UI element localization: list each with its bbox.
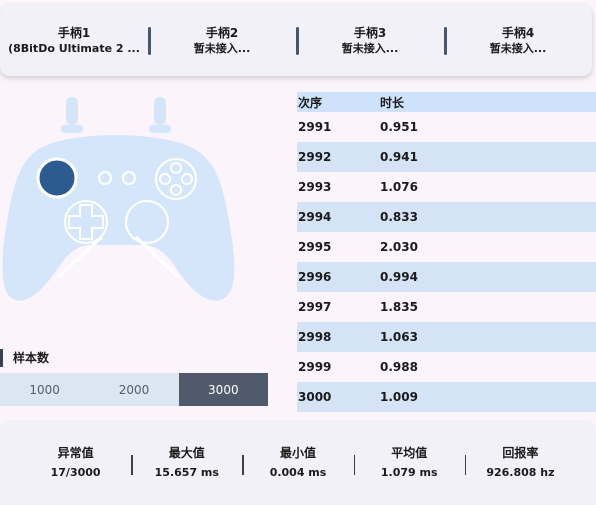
cell-index: 2996: [298, 270, 332, 284]
cell-duration: 1.835: [380, 300, 418, 314]
tab-status: 暂未接入...: [341, 41, 399, 55]
cell-index: 2998: [298, 330, 332, 344]
stat-max: 最大值 15.657 ms: [131, 420, 242, 505]
cell-duration: 0.941: [380, 150, 418, 164]
stat-value: 1.079 ms: [380, 465, 438, 479]
sample-count-selector: 1000 2000 3000: [0, 373, 268, 406]
cell-duration: 0.988: [380, 360, 418, 374]
tab-controller-4[interactable]: 手柄4 暂未接入...: [444, 5, 592, 76]
table-row: 2991 0.951: [297, 112, 596, 142]
table-row: 3000 1.009: [297, 382, 596, 412]
cell-duration: 0.951: [380, 120, 418, 134]
bumper-icons: [61, 97, 171, 133]
table-row: 2996 0.994: [297, 262, 596, 292]
cell-index: 2992: [298, 150, 332, 164]
menu-button-icon: [122, 171, 136, 185]
cell-duration: 1.076: [380, 180, 418, 194]
stat-average: 平均值 1.079 ms: [353, 420, 465, 505]
header-duration: 时长: [380, 95, 405, 110]
table-header: 次序 时长: [297, 92, 596, 112]
sample-option-3000[interactable]: 3000: [178, 373, 268, 406]
stat-value: 17/3000: [50, 465, 101, 479]
left-stick-icon: [36, 157, 78, 199]
stats-bar: 异常值 17/3000 最大值 15.657 ms 最小值 0.004 ms 平…: [0, 420, 596, 505]
dpad-icon: [64, 200, 108, 244]
gamepad-illustration: [2, 97, 235, 301]
stat-label: 平均值: [391, 445, 428, 460]
tab-status: 暂未接入...: [489, 41, 547, 55]
stat-label: 异常值: [57, 445, 94, 460]
cell-index: 2997: [298, 300, 332, 314]
cell-duration: 2.030: [380, 240, 418, 254]
sample-option-2000[interactable]: 2000: [118, 382, 150, 397]
stat-value: 0.004 ms: [269, 465, 327, 479]
table-row: 2999 0.988: [297, 352, 596, 382]
tab-status: 暂未接入...: [193, 41, 251, 55]
stat-polling-rate: 回报率 926.808 hz: [464, 420, 576, 505]
stat-label: 回报率: [502, 445, 539, 460]
tab-name: 手柄2: [205, 25, 239, 40]
tab-status: (8BitDo Ultimate 2 ...: [8, 41, 140, 55]
tab-name: 手柄1: [57, 25, 91, 40]
stat-value: 926.808 hz: [486, 465, 555, 479]
controller-tabs: 手柄1 (8BitDo Ultimate 2 ... 手柄2 暂未接入... 手…: [0, 5, 592, 76]
tab-controller-3[interactable]: 手柄3 暂未接入...: [296, 5, 444, 76]
cell-duration: 1.009: [380, 390, 418, 404]
tab-name: 手柄4: [501, 25, 535, 40]
view-button-icon: [98, 171, 112, 185]
cell-duration: 0.833: [380, 210, 418, 224]
tab-controller-1[interactable]: 手柄1 (8BitDo Ultimate 2 ...: [0, 5, 148, 76]
gamepad-body: [2, 135, 235, 301]
face-buttons-icon: [155, 158, 197, 200]
tab-controller-2[interactable]: 手柄2 暂未接入...: [148, 5, 296, 76]
table-row: 2995 2.030: [297, 232, 596, 262]
tab-name: 手柄3: [353, 25, 387, 40]
cell-index: 2994: [298, 210, 332, 224]
table-row: 2992 0.941: [297, 142, 596, 172]
stat-value: 15.657 ms: [154, 465, 219, 479]
table-row: 2993 1.076: [297, 172, 596, 202]
cell-index: 2999: [298, 360, 332, 374]
header-index: 次序: [298, 95, 323, 110]
table-row: 2994 0.833: [297, 202, 596, 232]
table-body: 2991 0.951 2992 0.941 2993 1.076 2994 0.833 …: [297, 112, 596, 412]
cell-index: 3000: [298, 390, 332, 404]
stat-min: 最小值 0.004 ms: [242, 420, 353, 505]
cell-index: 2995: [298, 240, 332, 254]
cell-index: 2991: [298, 120, 332, 134]
stat-label: 最大值: [168, 445, 205, 460]
cell-index: 2993: [298, 180, 332, 194]
sample-count-label: 样本数: [0, 349, 49, 367]
latency-table: 次序 时长 2991 0.951 2992 0.941 2993 1.076 2994…: [297, 92, 596, 412]
table-row: 2998 1.063: [297, 322, 596, 352]
stat-label: 最小值: [280, 445, 317, 460]
sample-option-1000[interactable]: 1000: [29, 382, 60, 397]
table-row: 2997 1.835: [297, 292, 596, 322]
right-stick-icon: [125, 200, 169, 244]
cell-duration: 0.994: [380, 270, 418, 284]
stat-outliers: 异常值 17/3000: [20, 420, 131, 505]
cell-duration: 1.063: [380, 330, 418, 344]
